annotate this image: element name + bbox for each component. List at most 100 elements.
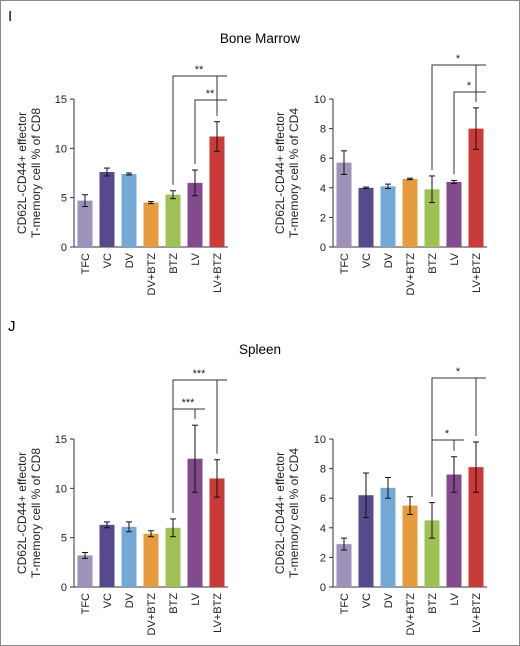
x-tick-label: DV+BTZ xyxy=(405,253,417,296)
bar-lv xyxy=(187,458,203,587)
y-tick-label: 0 xyxy=(320,582,326,594)
x-tick-label: VC xyxy=(361,593,373,608)
y-axis-label-line: T-memory cell % of CD8 xyxy=(29,448,43,578)
x-tick-label: DV+BTZ xyxy=(146,593,158,636)
panel-letter-j: J xyxy=(8,318,16,335)
y-tick-label: 6 xyxy=(320,493,326,505)
significance-label: *** xyxy=(182,397,196,409)
y-tick-label: 0 xyxy=(61,582,67,594)
y-tick-label: 5 xyxy=(61,533,67,545)
x-tick-label: TFC xyxy=(339,253,351,274)
significance-label: ** xyxy=(206,88,215,100)
bar-btz xyxy=(165,194,181,247)
bar-dv-plus-btz xyxy=(402,178,418,247)
y-axis-label: CD62L-CD44+ effectorT-memory cell % of C… xyxy=(15,448,43,578)
x-tick-label: TFC xyxy=(80,253,92,274)
significance-bracket xyxy=(172,408,205,513)
significance-bracket xyxy=(194,99,227,165)
x-tick-label: LV xyxy=(190,252,202,265)
bar-dv xyxy=(121,173,137,247)
y-tick-label: 15 xyxy=(55,94,67,106)
y-tick-label: 6 xyxy=(320,153,326,165)
x-tick-label: VC xyxy=(102,593,114,608)
significance-bracket xyxy=(172,75,227,185)
bar-lv-plus-btz xyxy=(209,478,225,587)
bar-dv-plus-btz xyxy=(143,533,159,587)
bar-lv-plus-btz xyxy=(468,128,484,247)
x-tick-label: LV+BTZ xyxy=(212,253,224,293)
significance-label: *** xyxy=(193,368,207,380)
x-tick-label: BTZ xyxy=(427,593,439,614)
x-tick-label: DV xyxy=(383,592,395,608)
x-tick-label: LV xyxy=(449,252,461,265)
y-axis-label-line: T-memory cell % of CD4 xyxy=(287,448,301,578)
y-tick-label: 2 xyxy=(320,552,326,564)
bar-tfc xyxy=(336,544,352,587)
bar-lv-plus-btz xyxy=(209,136,225,247)
bar-btz xyxy=(424,520,440,587)
y-axis-label-line: CD62L-CD44+ effector xyxy=(273,452,287,574)
y-tick-label: 0 xyxy=(320,242,326,254)
x-tick-label: DV+BTZ xyxy=(146,253,158,296)
bar-tfc xyxy=(77,200,93,247)
bar-tfc xyxy=(77,555,93,587)
bar-dv-plus-btz xyxy=(402,505,418,587)
x-tick-label: BTZ xyxy=(168,253,180,274)
y-tick-label: 5 xyxy=(61,193,67,205)
y-axis-label-line: CD62L-CD44+ effector xyxy=(15,112,29,234)
y-tick-label: 2 xyxy=(320,212,326,224)
significance-label: * xyxy=(445,428,450,440)
x-tick-label: VC xyxy=(102,253,114,268)
x-tick-label: DV xyxy=(124,592,136,608)
y-axis-label: CD62L-CD44+ effectorT-memory cell % of C… xyxy=(273,448,301,578)
x-tick-label: LV+BTZ xyxy=(471,253,483,293)
bar-lv-plus-btz xyxy=(468,467,484,587)
section-title-spleen: Spleen xyxy=(238,342,282,357)
x-tick-label: TFC xyxy=(339,593,351,614)
x-tick-label: LV+BTZ xyxy=(212,593,224,633)
section-title-bone-marrow: Bone Marrow xyxy=(219,31,301,46)
y-axis-label: CD62L-CD44+ effectorT-memory cell % of C… xyxy=(273,108,301,238)
y-tick-label: 15 xyxy=(55,434,67,446)
significance-bracket xyxy=(453,91,486,175)
y-tick-label: 4 xyxy=(320,183,326,195)
y-tick-label: 8 xyxy=(320,464,326,476)
significance-label: * xyxy=(456,53,461,65)
y-tick-label: 8 xyxy=(320,124,326,136)
x-tick-label: DV+BTZ xyxy=(405,593,417,636)
bar-lv xyxy=(187,182,203,247)
bar-btz xyxy=(165,527,181,587)
bar-btz xyxy=(424,189,440,247)
bar-lv xyxy=(446,181,462,247)
panel-letter-i: I xyxy=(8,8,13,25)
y-axis-label-line: CD62L-CD44+ effector xyxy=(15,452,29,574)
bar-tfc xyxy=(336,162,352,247)
bar-vc xyxy=(358,187,374,247)
x-tick-label: DV xyxy=(124,252,136,268)
y-tick-label: 10 xyxy=(314,434,326,446)
x-tick-label: LV xyxy=(449,592,461,605)
significance-label: * xyxy=(456,366,461,378)
y-axis-label-line: CD62L-CD44+ effector xyxy=(273,112,287,234)
bar-dv xyxy=(380,186,396,247)
bar-vc xyxy=(99,524,115,587)
significance-bracket xyxy=(431,439,464,497)
bar-vc xyxy=(358,495,374,587)
significance-label: ** xyxy=(195,64,204,76)
x-tick-label: BTZ xyxy=(168,593,180,614)
significance-bracket xyxy=(431,64,486,170)
y-axis-label-line: T-memory cell % of CD4 xyxy=(287,108,301,238)
significance-label: * xyxy=(467,80,472,92)
y-tick-label: 10 xyxy=(55,143,67,155)
bar-dv xyxy=(380,487,396,587)
bar-lv xyxy=(446,474,462,587)
x-tick-label: BTZ xyxy=(427,253,439,274)
x-tick-label: LV xyxy=(190,592,202,605)
y-axis-label: CD62L-CD44+ effectorT-memory cell % of C… xyxy=(15,108,43,238)
bar-vc xyxy=(99,172,115,247)
x-tick-label: VC xyxy=(361,253,373,268)
